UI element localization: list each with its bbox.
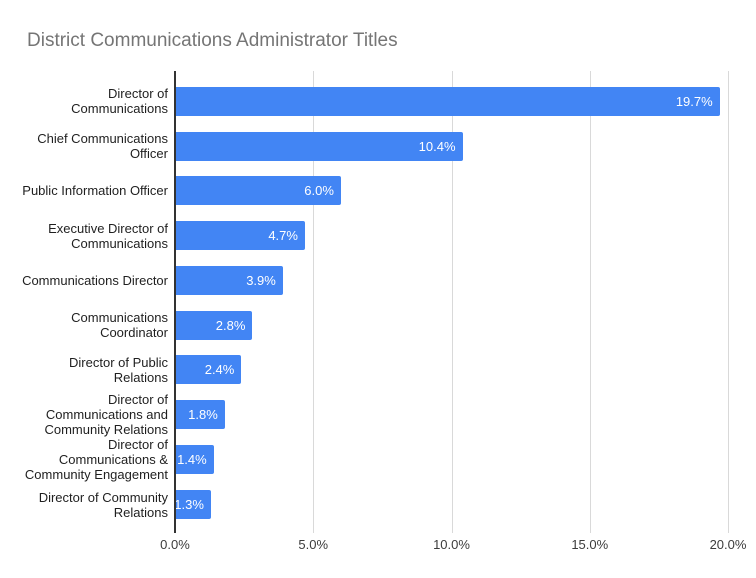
bar-row: Director of Communications 19.7% [0, 79, 756, 124]
bar: 6.0% [175, 176, 341, 206]
bar-row: Director of Communications & Community E… [0, 437, 756, 482]
bar-track: 3.9% [175, 265, 728, 295]
bar-value-label: 1.4% [177, 452, 207, 468]
bar-value-label: 4.7% [268, 228, 298, 244]
bar-row: Director of Public Relations 2.4% [0, 348, 756, 393]
gridline [313, 71, 315, 533]
bar: 1.8% [175, 400, 225, 430]
bar: 3.9% [175, 265, 283, 295]
x-tick-label: 20.0% [709, 537, 747, 552]
gridline [589, 71, 591, 533]
bar-row: Director of Communications and Community… [0, 392, 756, 437]
bar-value-label: 1.8% [188, 407, 218, 423]
x-tick-label: 10.0% [433, 537, 470, 552]
bar-row: Chief Communications Officer 10.4% [0, 124, 756, 169]
bar: 1.3% [174, 490, 211, 520]
bar-track: 19.7% [175, 86, 728, 116]
bar-value-label: 6.0% [304, 183, 334, 199]
bar-track: 10.4% [175, 131, 728, 161]
bar: 4.7% [175, 221, 305, 251]
bar-track: 1.4% [175, 445, 728, 475]
bar-row: Executive Director of Communications 4.7% [0, 213, 756, 258]
gridline [451, 71, 453, 533]
plot-area [174, 71, 729, 533]
category-label: Executive Director of Communications [48, 220, 168, 251]
x-tick-label: 5.0% [298, 537, 329, 552]
bar: 19.7% [175, 86, 720, 116]
category-label: Communications Director [22, 272, 168, 288]
category-label: Director of Community Relations [38, 489, 168, 520]
bar: 2.8% [175, 310, 253, 340]
gridline [728, 71, 729, 533]
bar-rows: Director of Communications 19.7% Chief Com… [0, 79, 756, 527]
bar-row: Communications Coordinator 2.8% [0, 303, 756, 348]
category-label: Communications Coordinator [71, 310, 168, 341]
bar-track: 6.0% [175, 176, 728, 206]
bar-track: 2.4% [175, 355, 728, 385]
category-label: Chief Communications Officer [37, 131, 168, 162]
bar-row: Communications Director 3.9% [0, 258, 756, 303]
category-label: Director of Communications & Community E… [24, 437, 168, 483]
bar-track: 4.7% [175, 221, 728, 251]
bar-value-label: 2.8% [215, 317, 246, 333]
bar-track: 2.8% [175, 310, 728, 340]
x-tick-label: 15.0% [571, 537, 609, 552]
bar-value-label: 3.9% [246, 272, 276, 288]
bar-value-label: 2.4% [204, 362, 235, 378]
axis-baseline [174, 71, 176, 533]
bar: 2.4% [175, 355, 242, 385]
bar-row: Director of Community Relations 1.3% [0, 482, 756, 527]
bar-track: 1.8% [175, 400, 728, 430]
category-label: Public Information Officer [22, 183, 168, 199]
bar-value-label: 10.4% [418, 138, 456, 154]
x-axis: 0.0% 5.0% 10.0% 15.0% 20.0% [160, 537, 746, 555]
bar-value-label: 19.7% [675, 93, 713, 109]
bar-value-label: 1.3% [174, 497, 204, 513]
bar-track: 1.3% [174, 490, 728, 520]
category-label: Director of Communications and Community… [44, 392, 168, 438]
bar-row: Public Information Officer 6.0% [0, 169, 756, 214]
category-label: Director of Communications [71, 86, 168, 117]
bar: 1.4% [175, 445, 214, 475]
category-label: Director of Public Relations [69, 354, 168, 385]
x-tick-label: 0.0% [160, 537, 190, 552]
chart-title: District Communications Administrator Ti… [27, 30, 398, 51]
bar: 10.4% [175, 131, 463, 161]
